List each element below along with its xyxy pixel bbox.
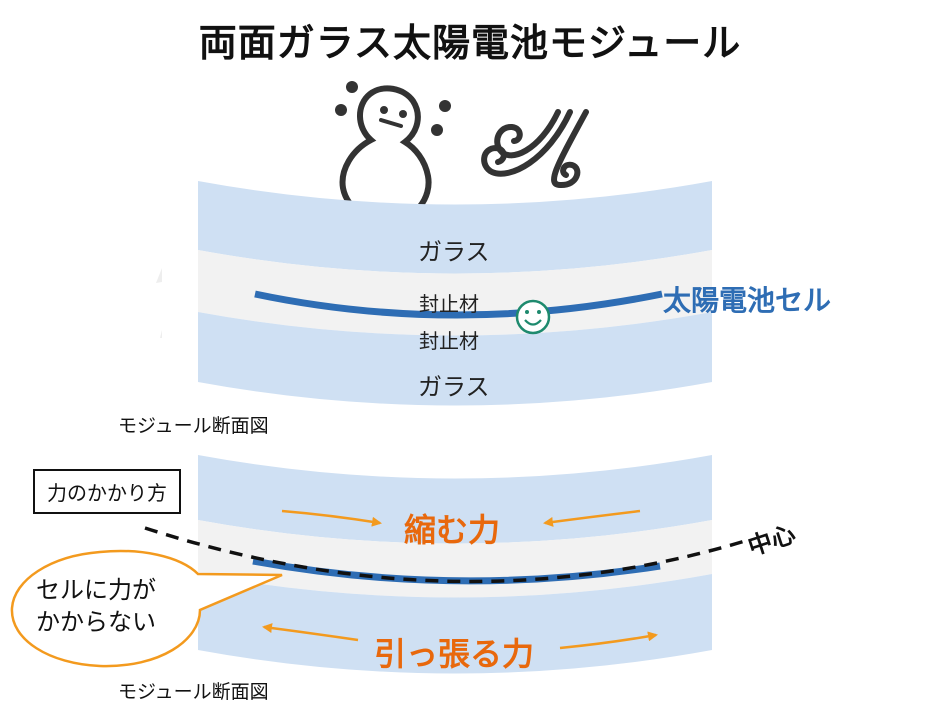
compress-arrow-left (281, 509, 382, 527)
bubble-line-1: セルに力が (36, 576, 156, 604)
glass-layer-top (198, 181, 712, 274)
seal-top-label: 封止材 (419, 292, 479, 316)
solar-cell-line (254, 290, 663, 319)
glass-layer-top-2 (198, 455, 712, 544)
snowman-icon (335, 81, 451, 226)
glass-top-label: ガラス (418, 238, 490, 266)
smiley-icon (515, 299, 551, 335)
bubble-line-2: かからない (36, 608, 156, 637)
glass-bottom-label: ガラス (418, 373, 490, 401)
neutral-axis-line (144, 526, 746, 584)
compress-force-label: 縮む力 (404, 511, 501, 549)
bottom-module-cross-section (144, 455, 746, 674)
speech-bubble (10, 549, 283, 668)
page-title: 両面ガラス太陽電池モジュール (198, 21, 742, 65)
glass-layer-bottom-2 (198, 574, 712, 674)
tension-force-label: 引っ張る力 (374, 635, 535, 673)
wind-icon (481, 109, 589, 188)
solar-cell-label: 太陽電池セル (663, 284, 832, 317)
tension-arrow-right (559, 631, 658, 650)
glass-layer-bottom (198, 312, 712, 406)
bubble-text: セルに力が かからない (36, 574, 156, 639)
top-module-cross-section (156, 181, 712, 406)
force-direction-box: 力のかかり方 (33, 469, 181, 514)
seal-bottom-label: 封止材 (419, 329, 479, 353)
encapsulant-layer (198, 250, 712, 336)
top-caption: モジュール断面図 (118, 415, 269, 437)
bottom-caption: モジュール断面図 (118, 681, 269, 703)
compress-arrow-right (543, 509, 641, 527)
tension-arrow-left (262, 623, 359, 642)
